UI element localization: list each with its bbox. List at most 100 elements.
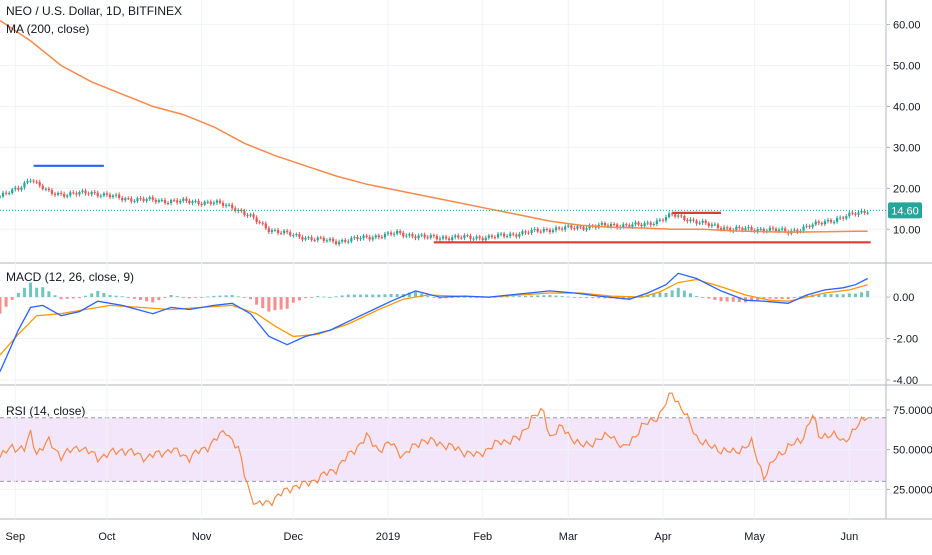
candle-body xyxy=(554,227,558,231)
candle-body xyxy=(594,226,597,228)
candle-body xyxy=(313,239,316,241)
candle-body xyxy=(148,197,151,200)
candle-body xyxy=(322,237,325,241)
candle-body xyxy=(261,222,264,224)
macd-histogram-bar xyxy=(230,295,234,298)
candle-body xyxy=(457,235,460,238)
macd-histogram-bar xyxy=(297,297,301,301)
macd-histogram-bar xyxy=(242,297,246,298)
rsi-indicator-label[interactable]: RSI (14, close) xyxy=(6,404,86,418)
macd-histogram-bar xyxy=(468,296,472,298)
rsi-line xyxy=(0,392,869,507)
macd-histogram-bar xyxy=(328,297,332,298)
candle-body xyxy=(252,214,255,218)
candle-body xyxy=(160,199,164,201)
macd-histogram-bar xyxy=(304,297,308,299)
candle-body xyxy=(768,227,772,231)
macd-histogram-bar xyxy=(725,297,729,302)
price-axis-label: 20.00 xyxy=(893,183,921,195)
candle-body xyxy=(576,226,579,229)
last-price-tag xyxy=(888,202,922,219)
time-axis-label: Jun xyxy=(840,531,858,543)
candle-body xyxy=(96,192,99,197)
candle-body xyxy=(756,229,759,232)
candle-body xyxy=(509,233,512,237)
ma-200-line xyxy=(0,19,868,233)
candle-body xyxy=(316,237,319,241)
candle-body xyxy=(515,234,518,237)
candle-body xyxy=(701,220,704,223)
macd-histogram-bar xyxy=(652,293,656,298)
candle-body xyxy=(399,231,402,233)
candle-body xyxy=(353,237,356,239)
candle-body xyxy=(588,225,591,229)
candle-body xyxy=(689,219,692,222)
candle-body xyxy=(463,235,466,238)
candle-body xyxy=(396,231,399,234)
macd-histogram-bar xyxy=(352,294,356,298)
candle-body xyxy=(29,180,32,182)
candle-body xyxy=(842,217,845,219)
macd-histogram-bar xyxy=(346,294,350,298)
candle-body xyxy=(328,238,332,241)
macd-histogram-bar xyxy=(542,295,546,298)
candle-body xyxy=(579,226,582,228)
macd-histogram-bar xyxy=(340,295,344,298)
candle-body xyxy=(527,232,530,234)
candle-body xyxy=(762,228,765,232)
candle-body xyxy=(426,237,429,239)
time-axis-label: Feb xyxy=(473,531,492,543)
candle-body xyxy=(383,233,387,238)
candle-body xyxy=(438,238,442,240)
candle-body xyxy=(84,190,87,194)
candle-body xyxy=(750,227,753,231)
candle-body xyxy=(832,221,836,223)
candle-body xyxy=(191,201,194,204)
macd-histogram-bar xyxy=(707,297,711,299)
candle-body xyxy=(628,225,631,227)
macd-histogram-bar xyxy=(450,297,454,298)
candle-body xyxy=(637,222,640,225)
macd-histogram-bar xyxy=(817,294,821,298)
candle-body xyxy=(142,198,145,201)
macd-histogram-bar xyxy=(456,297,460,298)
ma-indicator-label[interactable]: MA (200, close) xyxy=(6,22,90,36)
candle-body xyxy=(90,191,93,195)
candle-body xyxy=(389,232,393,235)
candle-body xyxy=(655,220,658,224)
candle-body xyxy=(5,192,8,194)
macd-histogram-bar xyxy=(768,297,772,299)
macd-histogram-bar xyxy=(255,297,259,305)
candle-body xyxy=(557,227,561,229)
macd-histogram-bar xyxy=(866,290,870,298)
candle-body xyxy=(267,228,270,232)
macd-histogram-bar xyxy=(200,297,204,298)
candle-body xyxy=(255,217,258,223)
candle-body xyxy=(674,214,677,217)
candle-body xyxy=(270,230,274,232)
candle-body xyxy=(66,195,69,197)
candle-body xyxy=(603,222,607,226)
macd-histogram-bar xyxy=(236,296,240,298)
candle-body xyxy=(475,236,478,239)
candle-body xyxy=(249,214,252,216)
macd-signal-line xyxy=(0,278,868,356)
candle-body xyxy=(283,230,286,234)
macd-histogram-bar xyxy=(792,297,796,298)
candle-body xyxy=(542,229,545,232)
candle-body xyxy=(564,226,567,230)
candle-body xyxy=(503,233,506,237)
candle-body xyxy=(374,235,377,238)
candle-body xyxy=(661,219,665,221)
macd-histogram-bar xyxy=(389,294,393,298)
macd-histogram-bar xyxy=(139,297,143,300)
candle-body xyxy=(490,235,493,238)
candle-body xyxy=(539,231,542,233)
macd-indicator-label[interactable]: MACD (12, 26, close, 9) xyxy=(6,270,135,284)
macd-histogram-bar xyxy=(273,297,277,311)
candle-body xyxy=(652,223,655,225)
candle-body xyxy=(808,225,811,227)
time-axis-label: Dec xyxy=(284,531,304,543)
candle-body xyxy=(707,223,710,227)
